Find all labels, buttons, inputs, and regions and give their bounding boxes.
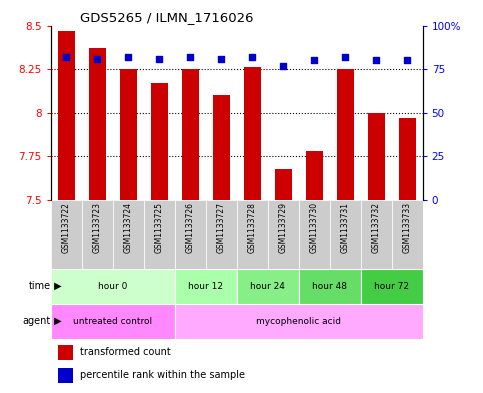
Text: GDS5265 / ILMN_1716026: GDS5265 / ILMN_1716026 [81, 11, 254, 24]
Bar [175, 200, 206, 269]
Bar [268, 200, 298, 269]
Bar [237, 200, 268, 269]
Bar [57, 31, 75, 200]
Bar [368, 113, 384, 200]
Bar [151, 83, 168, 200]
Text: hour 24: hour 24 [250, 282, 285, 291]
Bar [213, 95, 230, 200]
Point [217, 55, 225, 62]
Bar [206, 200, 237, 269]
Point [372, 57, 380, 64]
Point [310, 57, 318, 64]
Text: GSM1133729: GSM1133729 [279, 202, 288, 253]
Text: GSM1133726: GSM1133726 [185, 202, 195, 253]
Point [403, 57, 411, 64]
Point [62, 54, 70, 60]
Bar [329, 200, 361, 269]
Bar [361, 269, 423, 304]
Text: GSM1133725: GSM1133725 [155, 202, 164, 253]
Bar [175, 269, 237, 304]
Text: GSM1133727: GSM1133727 [217, 202, 226, 253]
Bar [182, 69, 199, 200]
Bar [113, 200, 144, 269]
Bar [298, 269, 361, 304]
Bar [51, 269, 175, 304]
Bar [51, 304, 175, 339]
Point [156, 55, 163, 62]
Text: GSM1133731: GSM1133731 [341, 202, 350, 253]
Bar [144, 200, 175, 269]
Point [248, 54, 256, 60]
Text: transformed count: transformed count [81, 347, 171, 357]
Text: GSM1133730: GSM1133730 [310, 202, 319, 253]
Text: time: time [28, 281, 51, 291]
Bar [58, 368, 73, 383]
Text: GSM1133732: GSM1133732 [371, 202, 381, 253]
Bar [243, 68, 261, 200]
Bar [175, 304, 423, 339]
Text: mycophenolic acid: mycophenolic acid [256, 317, 341, 326]
Text: ▶: ▶ [51, 316, 61, 326]
Text: GSM1133728: GSM1133728 [248, 202, 256, 253]
Point [341, 54, 349, 60]
Bar [298, 200, 329, 269]
Bar [392, 200, 423, 269]
Text: GSM1133733: GSM1133733 [403, 202, 412, 253]
Text: hour 72: hour 72 [374, 282, 409, 291]
Text: ▶: ▶ [51, 281, 61, 291]
Text: hour 12: hour 12 [188, 282, 223, 291]
Bar [337, 69, 354, 200]
Bar [275, 169, 292, 200]
Bar [398, 118, 416, 200]
Point [186, 54, 194, 60]
Bar [306, 151, 323, 200]
Text: GSM1133724: GSM1133724 [124, 202, 133, 253]
Text: hour 0: hour 0 [98, 282, 128, 291]
Point [279, 62, 287, 69]
Text: percentile rank within the sample: percentile rank within the sample [81, 371, 245, 380]
Text: agent: agent [23, 316, 51, 326]
Bar [120, 69, 137, 200]
Bar [82, 200, 113, 269]
Text: GSM1133722: GSM1133722 [62, 202, 71, 253]
Bar [51, 200, 82, 269]
Text: hour 48: hour 48 [312, 282, 347, 291]
Bar [237, 269, 298, 304]
Text: GSM1133723: GSM1133723 [93, 202, 102, 253]
Bar [361, 200, 392, 269]
Bar [58, 345, 73, 360]
Point [93, 55, 101, 62]
Bar [89, 48, 106, 200]
Text: untreated control: untreated control [73, 317, 152, 326]
Point [124, 54, 132, 60]
